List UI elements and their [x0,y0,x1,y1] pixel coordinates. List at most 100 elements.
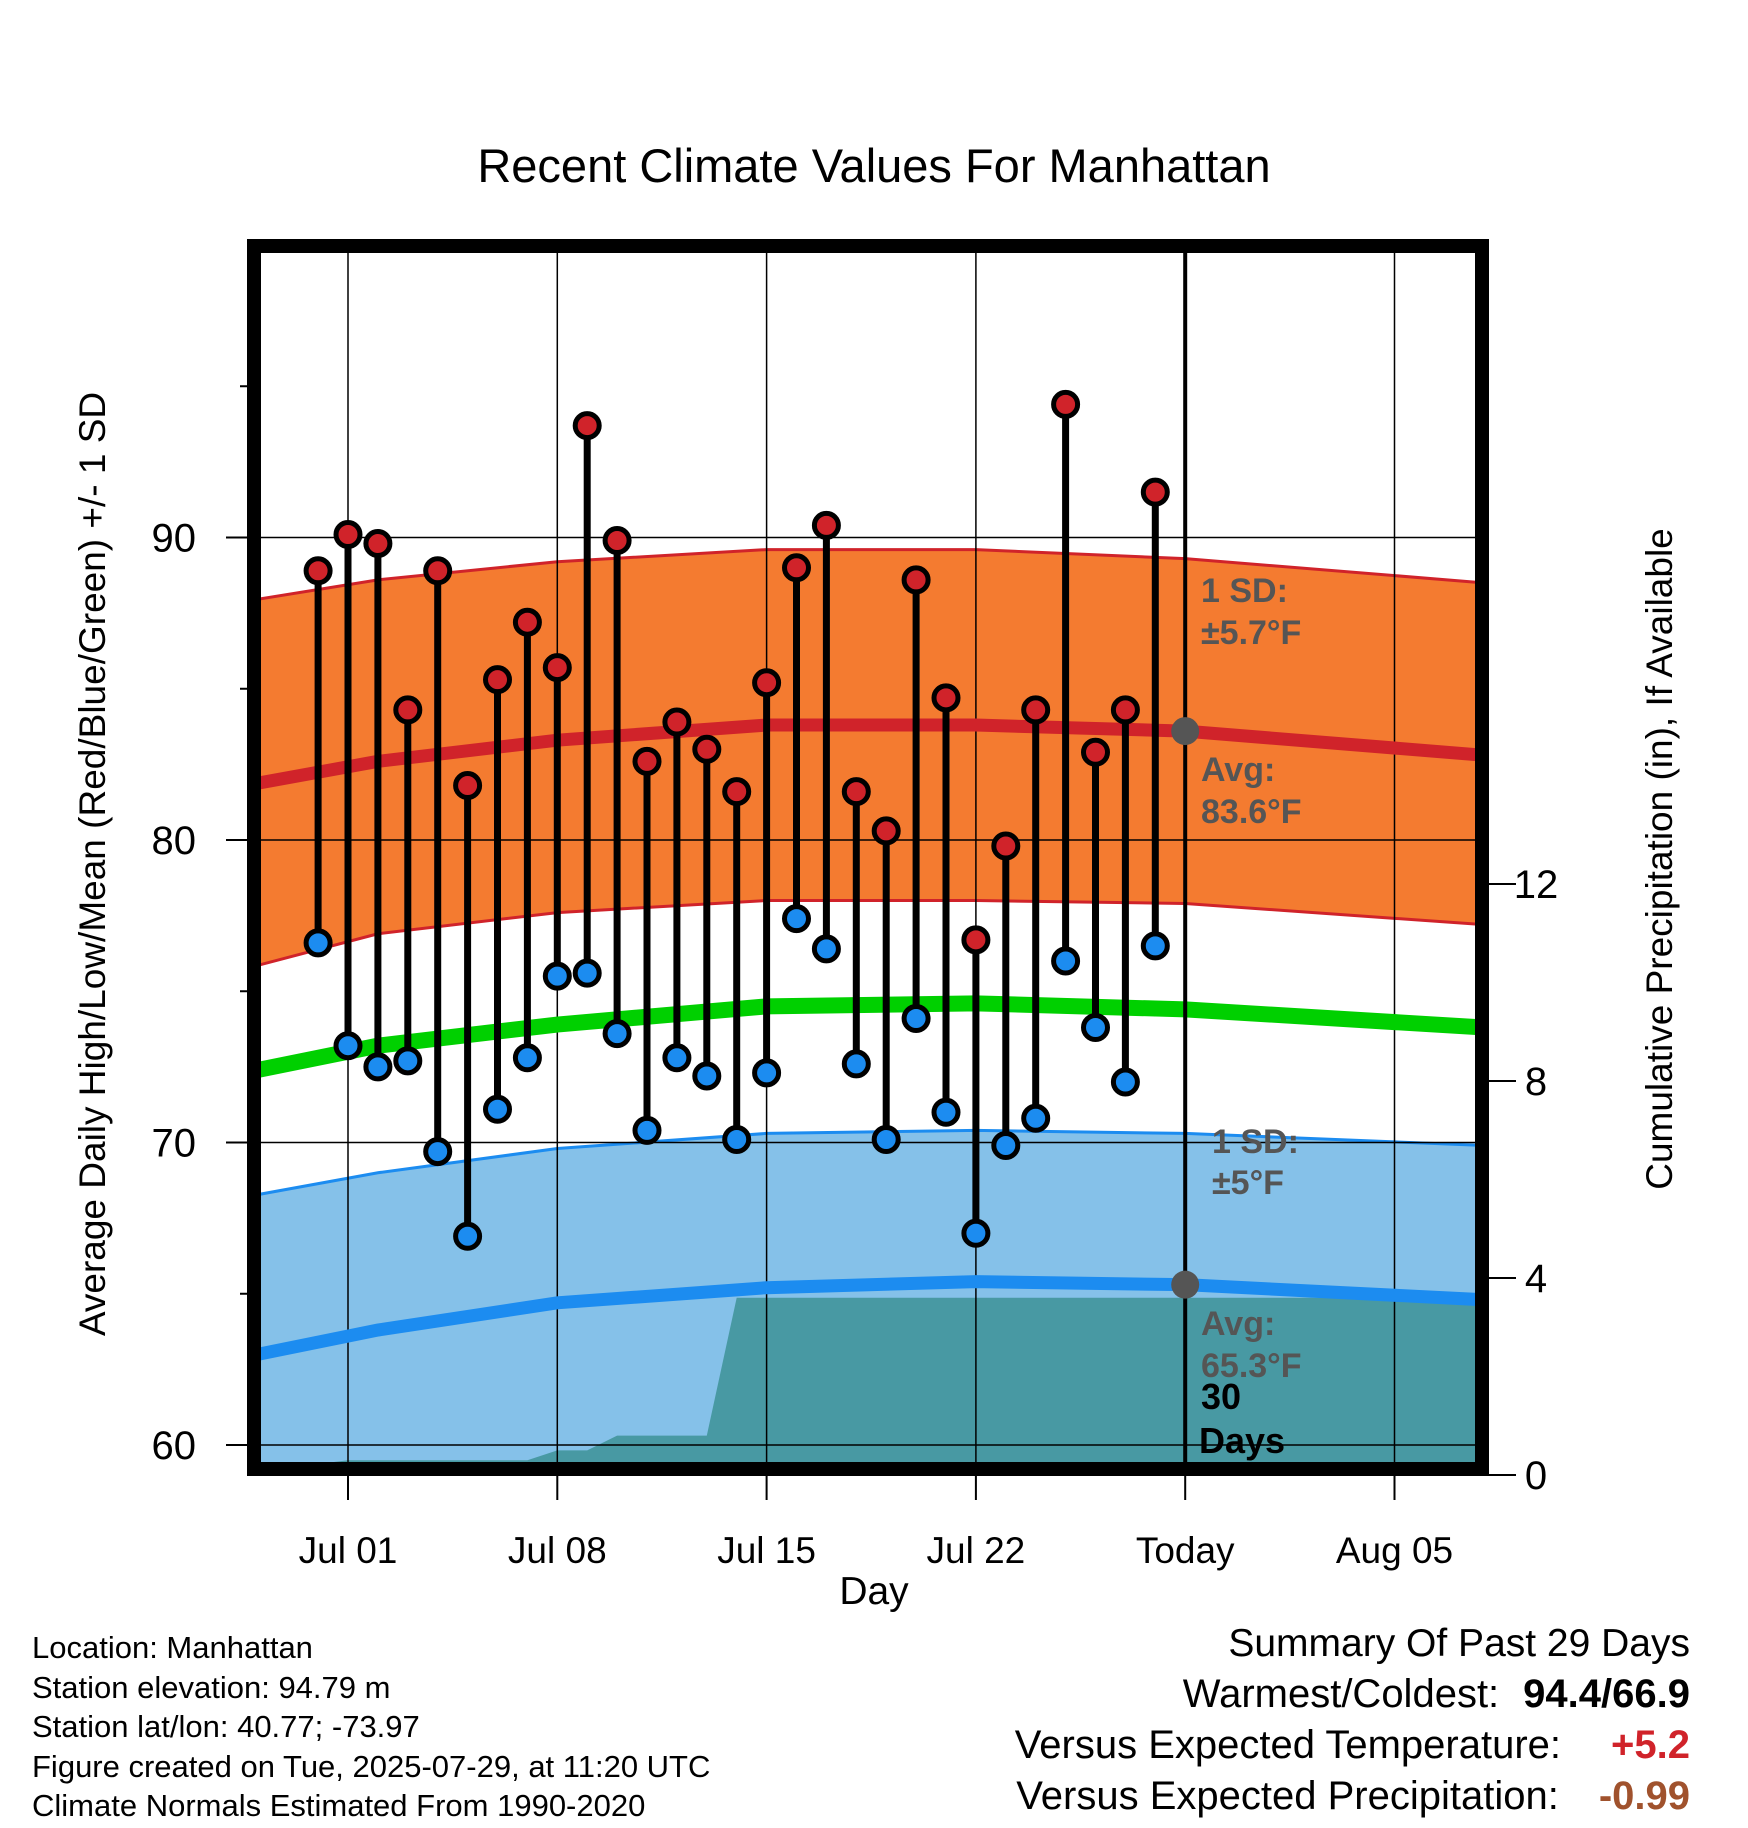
daily-high-point [363,529,393,559]
daily-low-point [333,1031,363,1061]
daily-low-point [483,1094,512,1124]
daily-high-point [1081,737,1110,767]
chart-title: Recent Climate Values For Manhattan [477,139,1270,192]
normals-text: Climate Normals Estimated From 1990-2020 [32,1788,646,1823]
daily-low-point [542,961,572,991]
low-sd-value: ±5°F [1212,1164,1284,1202]
low-avg-value: 65.3°F [1201,1347,1302,1385]
x-tick-label: Jul 01 [299,1530,398,1571]
precip-label: Versus Expected Precipitation: [1016,1774,1559,1818]
y-tick-label: 90 [152,517,197,561]
climate-chart: Recent Climate Values For Manhattan 1 SD… [72,139,1680,1613]
daily-low-point [692,1061,722,1091]
daily-high-point [423,556,453,586]
daily-high-point [512,607,542,637]
daily-high-point [1051,389,1081,419]
warmest-value: 94.4/66.9 [1523,1672,1690,1716]
daily-high-point [303,556,333,586]
precip-value: -0.99 [1598,1774,1690,1818]
daily-low-point [453,1221,483,1251]
daily-low-point [991,1131,1021,1161]
daily-high-point [692,734,722,764]
x-tick-label: Today [1136,1530,1235,1571]
days-label: Days [1199,1420,1285,1461]
daily-low-point [901,1003,931,1033]
daily-high-point [782,553,811,583]
today-low-avg-marker [1171,1270,1200,1299]
x-axis-label: Day [839,1570,909,1613]
location-text: Location: Manhattan [32,1630,313,1665]
y-tick-label: 80 [152,819,197,863]
daily-low-point [1051,946,1081,976]
plot-frame [247,239,1489,1476]
daily-low-point [841,1049,871,1079]
latlon-text: Station lat/lon: 40.77; -73.97 [32,1709,420,1744]
daily-high-point [1110,695,1140,725]
x-tick-label: Jul 15 [717,1530,816,1571]
x-tick-label: Jul 22 [927,1530,1026,1571]
daily-high-point [393,695,423,725]
daily-low-point [303,928,333,958]
daily-low-point [961,1218,991,1248]
daily-high-point [901,565,931,595]
daily-low-point [1110,1067,1140,1097]
daily-high-point [662,707,692,737]
precipitation-area [254,1297,1482,1469]
daily-high-point [483,665,512,695]
daily-high-point [572,411,602,441]
daily-high-point [961,925,991,955]
daily-high-point [811,510,841,540]
temp-row: Versus Expected Temperature: +5.2 [1015,1720,1690,1771]
y2-tick-label: 0 [1525,1454,1547,1498]
daily-low-point [811,934,841,964]
elevation-text: Station elevation: 94.79 m [32,1669,391,1705]
station-info: Location: Manhattan Station elevation: 9… [32,1628,710,1826]
today-high-avg-marker [1171,717,1200,746]
daily-high-point [602,526,632,556]
high-avg-label: Avg: [1201,751,1275,789]
daily-low-point [871,1124,901,1154]
daily-high-point [871,816,901,846]
daily-low-point [512,1043,542,1073]
high-avg-value: 83.6°F [1201,793,1302,831]
low-sd-label: 1 SD: [1212,1123,1299,1161]
x-tick-label: Jul 08 [508,1530,607,1571]
daily-low-point [572,958,602,988]
created-text: Figure created on Tue, 2025-07-29, at 11… [32,1748,711,1784]
temp-label: Versus Expected Temperature: [1014,1723,1562,1767]
days-count: 30 [1201,1376,1241,1417]
daily-high-point [841,777,871,807]
warmest-row: Warmest/Coldest: 94.4/66.9 [1015,1669,1690,1720]
y2-tick-label: 8 [1525,1060,1547,1104]
y-tick-label: 70 [152,1122,197,1166]
daily-high-point [453,771,483,801]
daily-low-point [931,1097,961,1127]
daily-high-point [333,519,363,549]
daily-low-point [752,1058,782,1088]
daily-low-point [1021,1103,1051,1133]
daily-low-point [722,1124,752,1154]
y-tick-label: 60 [152,1424,197,1468]
daily-low-point [632,1115,662,1145]
daily-high-point [722,777,752,807]
y-axis-label: Average Daily High/Low/Mean (Red/Blue/Gr… [72,392,113,1336]
precip-row: Versus Expected Precipitation: -0.99 [1015,1771,1690,1822]
daily-low-point [423,1137,453,1167]
daily-low-point [363,1052,393,1082]
y2-tick-label: 4 [1525,1257,1547,1301]
x-tick-label: Aug 05 [1336,1530,1453,1571]
daily-low-point [1081,1013,1110,1043]
y2-tick-label: 12 [1514,863,1559,907]
high-sd-value: ±5.7°F [1201,614,1301,652]
daily-high-point [542,653,572,683]
daily-low-point [1140,931,1170,961]
daily-low-point [662,1043,692,1073]
daily-low-point [602,1019,632,1049]
daily-high-point [991,831,1021,861]
daily-high-point [752,668,782,698]
daily-low-point [782,904,811,934]
daily-high-point [1021,695,1051,725]
low-avg-label: Avg: [1201,1305,1275,1343]
summary-title: Summary Of Past 29 Days [1228,1622,1690,1665]
daily-low-point [393,1046,423,1076]
